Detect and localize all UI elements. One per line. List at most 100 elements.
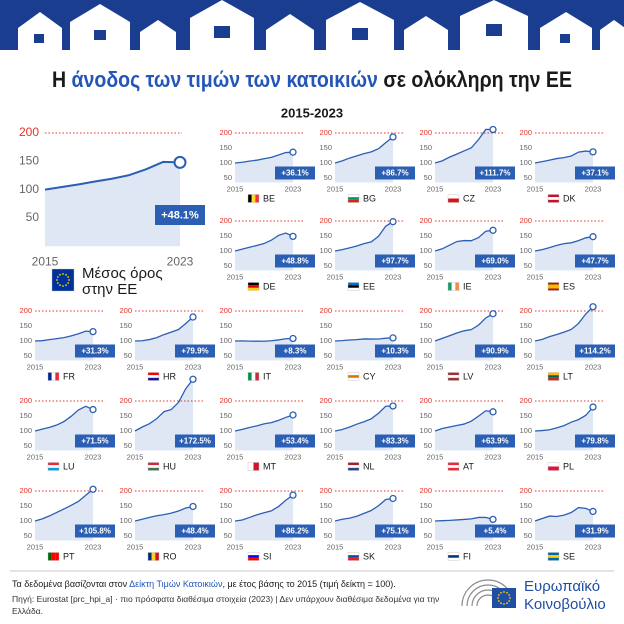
y-tick-label: 50: [424, 351, 432, 360]
x-tick-label: 2023: [385, 542, 402, 551]
flag-border: [447, 282, 460, 291]
footnote: Τα δεδομένα βασίζονται στον Δείκτη Τιμών…: [12, 578, 442, 617]
country-code: FR: [63, 371, 75, 381]
x-tick-label: 2023: [585, 542, 602, 551]
y-tick-label: 50: [424, 173, 432, 182]
y-tick-label: 200: [219, 396, 232, 405]
line: [134, 378, 194, 432]
y-tick-label: 200: [419, 306, 432, 315]
flag-border: [47, 552, 60, 561]
change-badge: [375, 254, 415, 268]
x-tick-label: 2015: [527, 452, 544, 461]
flag-stripe: [348, 282, 359, 286]
y-tick-label: 100: [119, 516, 132, 525]
country-code: HR: [163, 371, 176, 381]
flag: [347, 282, 360, 291]
footnote-line: Τα δεδομένα βασίζονται στον Δείκτη Τιμών…: [12, 578, 442, 590]
x-tick-label: 2023: [485, 184, 502, 193]
x-tick-label: 2023: [285, 542, 302, 551]
y-tick-label: 50: [524, 351, 532, 360]
y-tick-label: 50: [524, 531, 532, 540]
title-part: σε ολόκληρη την ΕΕ: [378, 67, 572, 92]
flag: [247, 282, 260, 291]
flag-stripe: [451, 282, 456, 291]
change-label: +53.4%: [281, 437, 308, 446]
y-tick-label: 50: [124, 351, 132, 360]
flag-stripe: [548, 284, 559, 287]
flag-stripe: [448, 462, 459, 466]
y-tick-label: 150: [519, 411, 532, 420]
flag-border: [247, 552, 260, 561]
flag-border: [247, 194, 260, 203]
flag-stripe: [448, 372, 459, 376]
star: [508, 600, 511, 602]
y-tick-label: 150: [319, 143, 332, 152]
y-tick-label: 150: [419, 143, 432, 152]
flag-stripe: [48, 372, 52, 381]
change-label: +10.3%: [381, 347, 408, 356]
flag-stripe: [448, 375, 459, 378]
flag-border: [447, 462, 460, 471]
y-tick-label: 50: [324, 441, 332, 450]
area: [135, 379, 193, 451]
flag-stripe: [148, 552, 152, 561]
country-code: LV: [463, 371, 473, 381]
end-point: [289, 411, 297, 419]
star: [62, 273, 64, 275]
x-tick-label: 2015: [327, 362, 344, 371]
star: [67, 282, 70, 284]
country-code: IT: [263, 371, 272, 381]
change-label: +114.2%: [579, 347, 610, 356]
y-tick-label: 200: [19, 125, 39, 139]
flag-stripe: [151, 552, 156, 561]
end-point: [289, 491, 297, 499]
flag-border: [147, 552, 160, 561]
change-badge: [175, 344, 215, 358]
x-tick-label: 2023: [585, 452, 602, 461]
y-tick-label: 200: [319, 396, 332, 405]
flag-stripe: [348, 285, 359, 288]
line: [434, 516, 494, 522]
flag: [547, 552, 560, 561]
flag-stripe: [48, 467, 59, 471]
y-tick-label: 50: [524, 441, 532, 450]
flag-stripe: [448, 552, 459, 556]
flag-stripe: [448, 194, 459, 199]
footnote-text: , με έτος βάσης το 2015 (τιμή δείκτη = 1…: [222, 579, 396, 589]
change-label: +90.9%: [481, 347, 508, 356]
flag: [547, 462, 560, 471]
x-tick-label: 2023: [185, 362, 202, 371]
flag-stripe: [248, 282, 259, 286]
x-tick-label: 2015: [27, 362, 44, 371]
flag-border: [47, 462, 60, 471]
flag-stripe: [548, 286, 559, 289]
x-tick-label: 2023: [85, 542, 102, 551]
country-code: SK: [363, 551, 375, 561]
end-point: [189, 375, 197, 383]
flag: [47, 552, 60, 561]
flag-stripe: [448, 467, 459, 471]
footnote-link[interactable]: Δείκτη Τιμών Κατοικιών: [129, 579, 223, 589]
flag: [347, 194, 360, 203]
flag: [51, 268, 75, 292]
x-tick-label: 2023: [385, 184, 402, 193]
flag-border: [547, 372, 560, 381]
y-tick-label: 200: [19, 486, 32, 495]
line: [234, 414, 294, 432]
flag-stripe: [248, 285, 259, 288]
x-tick-label: 2023: [485, 362, 502, 371]
flag-border: [347, 282, 360, 291]
star: [508, 594, 511, 596]
change-label: +71.5%: [81, 437, 108, 446]
flag: [447, 282, 460, 291]
change-label: +83.3%: [381, 437, 408, 446]
change-badge: [275, 524, 315, 538]
country-code: NL: [363, 461, 375, 471]
change-badge: [375, 524, 415, 538]
flag-border: [147, 462, 160, 471]
end-point: [389, 334, 397, 342]
change-badge: [175, 434, 215, 448]
y-tick-label: 100: [319, 158, 332, 167]
y-tick-label: 200: [219, 306, 232, 315]
y-tick-label: 200: [119, 396, 132, 405]
